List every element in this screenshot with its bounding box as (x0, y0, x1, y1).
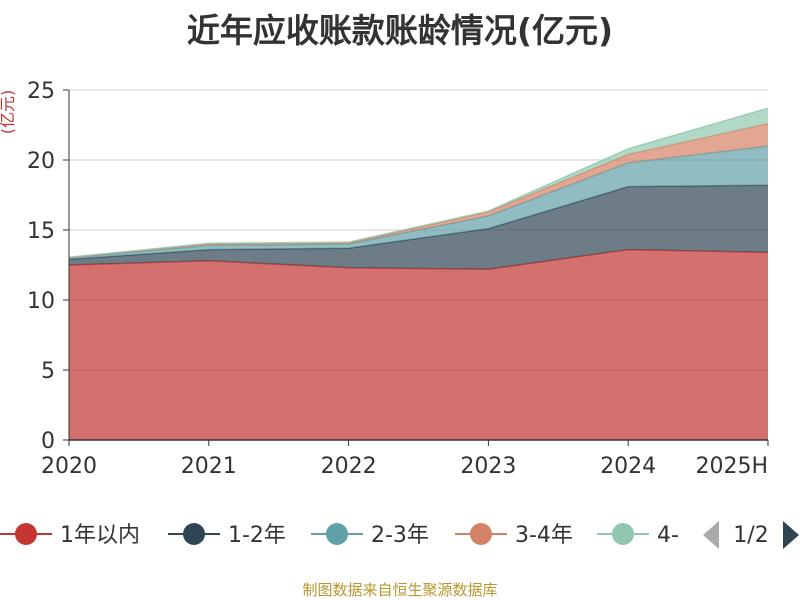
x-tick-label: 2025H (695, 454, 768, 479)
legend-prev-page-icon[interactable] (703, 521, 719, 549)
chart-title: 近年应收账款账龄情况(亿元) (186, 11, 614, 50)
legend-label: 1年以内 (60, 523, 140, 548)
y-tick-label: 10 (27, 289, 55, 314)
legend-item: 3-4年 (455, 523, 573, 548)
x-tick-label: 2022 (321, 454, 377, 479)
legend-next-page-icon[interactable] (783, 521, 799, 549)
y-tick-label: 0 (41, 429, 55, 454)
legend-marker (470, 523, 492, 545)
area-2 (69, 185, 768, 270)
legend-label: 2-3年 (371, 523, 429, 548)
legend-item: 4- (597, 523, 679, 548)
y-tick-label: 5 (41, 359, 55, 384)
x-tick-label: 2024 (600, 454, 656, 479)
area-3 (69, 146, 768, 260)
legend-marker (183, 523, 205, 545)
x-tick-label: 2021 (181, 454, 237, 479)
legend-marker (15, 523, 37, 545)
legend-item: 2-3年 (311, 523, 429, 548)
stacked-areas (68, 107, 769, 440)
legend-item: 1-2年 (168, 523, 286, 548)
source-note: 制图数据来自恒生聚源数据库 (302, 581, 498, 599)
x-tick-label: 2023 (460, 454, 516, 479)
y-tick-label: 15 (27, 219, 55, 244)
legend-item: 1年以内 (0, 523, 140, 548)
legend-label: 3-4年 (515, 523, 573, 548)
y-axis-unit-label: (亿元) (0, 90, 17, 135)
legend-page-indicator: 1/2 (733, 523, 768, 548)
y-tick-label: 25 (27, 79, 55, 104)
legend: 1年以内 1-2年 2-3年 3-4年 4- 1/2 (0, 521, 799, 549)
area-1 (69, 249, 768, 440)
y-tick-label: 20 (27, 149, 55, 174)
legend-marker (326, 523, 348, 545)
legend-marker (612, 523, 634, 545)
legend-label: 4- (657, 523, 679, 548)
legend-label: 1-2年 (228, 523, 286, 548)
x-tick-label: 2020 (41, 454, 97, 479)
axes: 0 5 10 15 20 25 2020 2021 2022 2023 2024 2025H (27, 79, 769, 479)
series-line-5 (68, 107, 769, 259)
